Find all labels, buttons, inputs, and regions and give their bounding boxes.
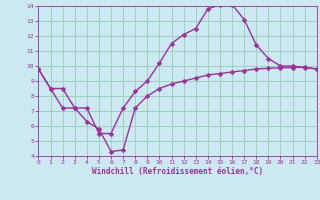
X-axis label: Windchill (Refroidissement éolien,°C): Windchill (Refroidissement éolien,°C) — [92, 167, 263, 176]
